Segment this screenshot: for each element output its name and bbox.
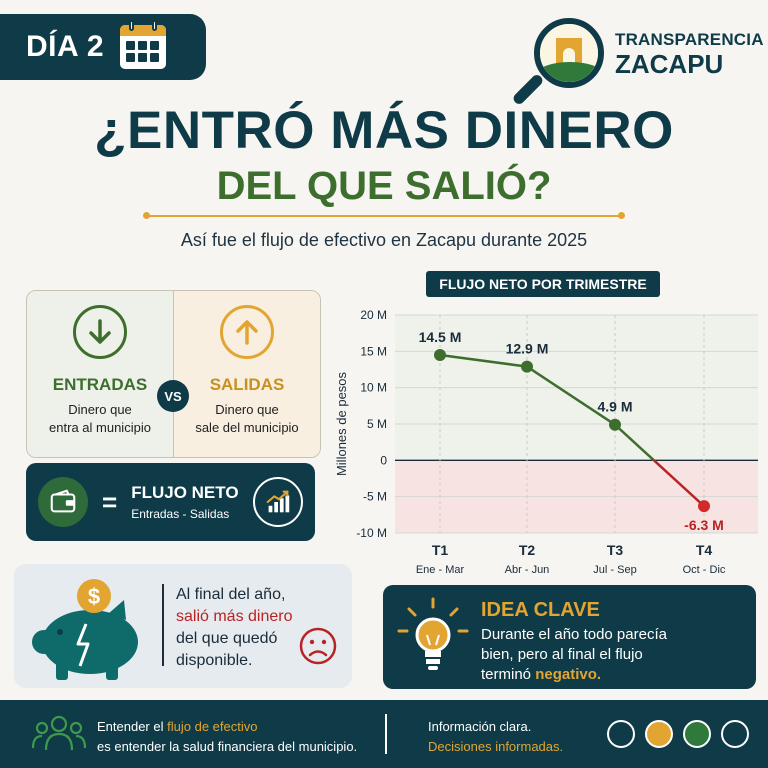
key-idea-highlight: negativo. [535, 666, 602, 683]
year-end-line3: del que quedó [176, 630, 278, 647]
year-end-divider [162, 584, 164, 666]
key-idea-line1: Durante el año todo parecía [481, 626, 667, 643]
data-label-T2: 12.9 M [506, 341, 549, 357]
piggy-bank-icon: $ [32, 579, 138, 680]
main-title: ¿ENTRÓ MÁS DINERO [94, 101, 674, 160]
year-end-line2: salió más dinero [176, 608, 293, 625]
year-end-line4: disponible. [176, 652, 253, 669]
y-axis-label: Millones de pesos [334, 371, 349, 476]
y-tick-label: 10 M [360, 381, 387, 395]
y-tick-label: 20 M [360, 308, 387, 322]
x-tick-label: T4 [696, 542, 713, 558]
entradas-panel: ENTRADAS Dinero que entra al municipio [27, 291, 174, 457]
net-flow-label: FLUJO NETO [131, 483, 239, 502]
brand-line2: ZACAPU [615, 49, 724, 79]
key-idea-card: IDEA CLAVE Durante el año todo parecía b… [383, 585, 756, 689]
line-segment [439, 353, 528, 368]
y-tick-label: 5 M [367, 417, 387, 431]
svg-text:$: $ [88, 584, 100, 609]
year-end-text: Al final del año, salió más dinero del q… [176, 584, 293, 672]
title-divider [143, 212, 625, 219]
salidas-desc-2: sale del municipio [195, 420, 299, 435]
x-tick-label: T3 [607, 542, 624, 558]
line-segment [526, 365, 616, 426]
footer-dot-4 [721, 720, 749, 748]
vs-badge: VS [157, 380, 189, 412]
arrow-up-icon [220, 305, 274, 359]
footer-divider [385, 714, 387, 754]
data-label-T1: 14.5 M [419, 329, 462, 345]
entradas-salidas-card: ENTRADAS Dinero que entra al municipio S… [26, 290, 321, 458]
main-title-line2: DEL QUE SALIÓ? [216, 164, 552, 208]
people-icon [31, 715, 87, 751]
y-tick-label: -10 M [356, 526, 387, 540]
x-subtick-label: Ene - Mar [416, 564, 465, 576]
salidas-label: SALIDAS [209, 375, 285, 394]
brand-line1: TRANSPARENCIA [615, 30, 764, 49]
x-subtick-label: Abr - Jun [505, 564, 550, 576]
brand-logo: TRANSPARENCIA ZACAPU [511, 12, 764, 108]
day-label: DÍA 2 [26, 30, 105, 63]
wallet-icon [38, 477, 88, 527]
data-label-T3: 4.9 M [597, 399, 632, 415]
salidas-panel: SALIDAS Dinero que sale del municipio [174, 291, 320, 457]
arrow-down-icon [73, 305, 127, 359]
line-segment-negative [653, 459, 705, 508]
sad-face-icon [299, 627, 337, 665]
calendar-icon [120, 20, 167, 69]
y-tick-label: -5 M [363, 490, 387, 504]
data-point-T4 [698, 500, 710, 513]
entradas-desc-2: entra al municipio [49, 420, 151, 435]
footer-left-highlight: flujo de efectivo [167, 719, 258, 734]
net-flow-card: = FLUJO NETO Entradas - Salidas [26, 463, 315, 541]
y-tick-label: 15 M [360, 344, 387, 358]
growth-chart-icon [252, 477, 303, 527]
magnifier-icon [534, 18, 604, 88]
footer-left-line2: es entender la salud financiera del muni… [97, 739, 358, 754]
equals-sign: = [102, 486, 118, 517]
footer-left-pre: Entender el [97, 719, 164, 734]
lightbulb-icon [397, 597, 469, 670]
footer: Entender el flujo de efectivo es entende… [0, 700, 768, 768]
net-flow-chart: 20 M 15 M 10 M 5 M 0 -5 M -10 M Millones de pes… [334, 308, 758, 576]
key-idea-text: Durante el año todo parecía bien, pero a… [481, 625, 741, 685]
footer-right-line2: Decisiones informadas. [428, 739, 564, 754]
x-tick-label: T1 [432, 542, 449, 558]
chart-title: FLUJO NETO POR TRIMESTRE [426, 271, 660, 297]
year-end-card: $ Al final del año, salió más dinero del… [14, 564, 352, 688]
net-flow-formula: Entradas - Salidas [131, 507, 230, 521]
x-subtick-label: Oct - Dic [683, 564, 726, 576]
line-segment [614, 423, 655, 462]
key-idea-line3: terminó [481, 666, 532, 683]
footer-right-line1: Información clara. [428, 719, 532, 734]
footer-dots [607, 720, 749, 748]
data-label-T4: -6.3 M [684, 517, 724, 533]
subtitle: Así fue el flujo de efectivo en Zacapu d… [180, 230, 588, 250]
entradas-label: ENTRADAS [52, 375, 148, 394]
y-tick-label: 0 [380, 453, 387, 467]
year-end-line1: Al final del año, [176, 586, 286, 603]
arch-icon [556, 38, 582, 64]
x-tick-label: T2 [519, 542, 536, 558]
footer-right-text: Información clara. Decisiones informadas… [428, 717, 563, 757]
footer-dot-2 [645, 720, 673, 748]
entradas-desc-1: Dinero que [68, 402, 132, 417]
data-point-T3 [609, 418, 621, 431]
footer-dot-3 [683, 720, 711, 748]
data-point-T2 [521, 360, 533, 373]
footer-left-text: Entender el flujo de efectivo es entende… [97, 717, 357, 757]
data-point-T1 [434, 348, 446, 361]
day-badge: DÍA 2 [0, 14, 206, 80]
footer-dot-1 [607, 720, 635, 748]
salidas-desc-1: Dinero que [215, 402, 279, 417]
x-subtick-label: Jul - Sep [593, 564, 636, 576]
key-idea-title: IDEA CLAVE [481, 599, 600, 621]
key-idea-line2: bien, pero al final el flujo [481, 646, 643, 663]
